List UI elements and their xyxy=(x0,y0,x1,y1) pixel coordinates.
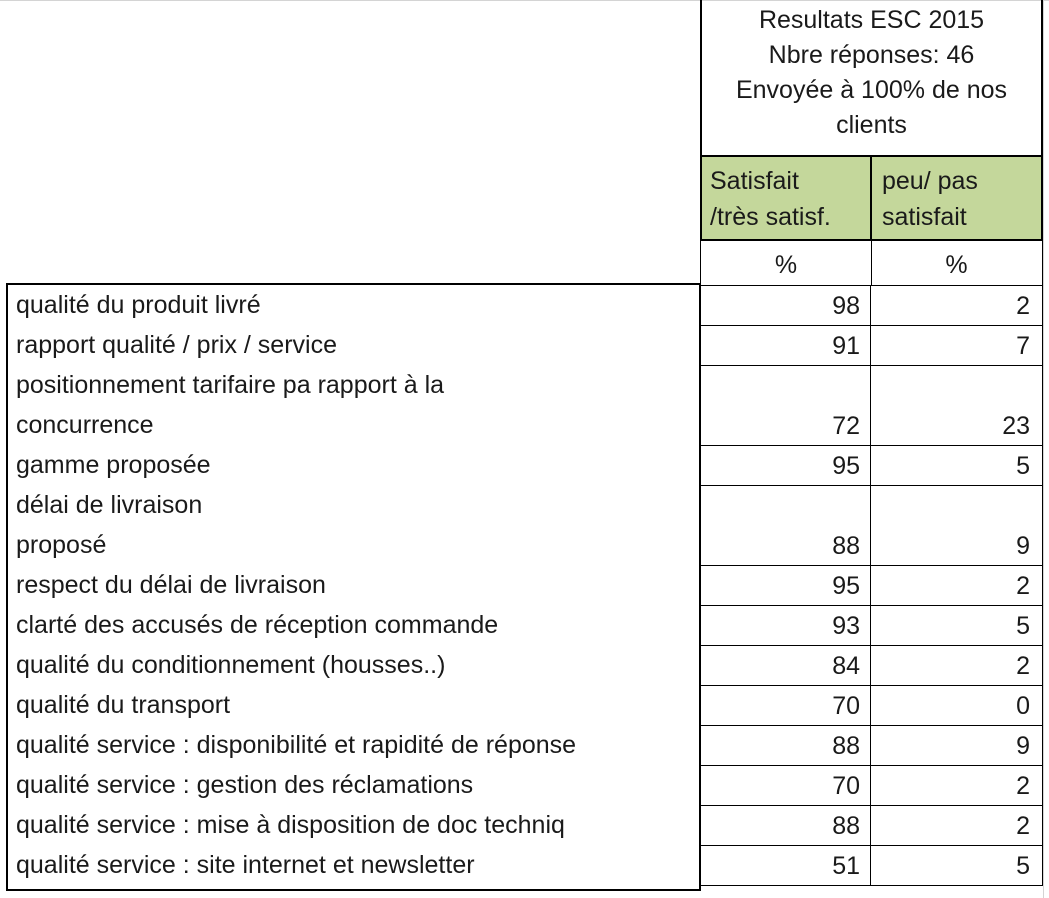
label-column-frame xyxy=(6,283,701,891)
satisfied-value: 91 xyxy=(700,325,871,366)
row-label: positionnement tarifaire pa rapport à la… xyxy=(8,365,700,445)
unsatisfied-value: 5 xyxy=(870,605,1043,646)
column-header-line: satisfait xyxy=(882,203,967,231)
unsatisfied-value: 2 xyxy=(870,285,1043,326)
unsatisfied-value: 7 xyxy=(870,325,1043,366)
satisfied-value: 51 xyxy=(700,845,871,886)
satisfied-value: 70 xyxy=(700,765,871,806)
row-label-text: qualité service : disponibilité et rapid… xyxy=(16,731,577,759)
row-label: qualité du transport xyxy=(8,685,700,725)
header-block: Resultats ESC 2015 Nbre réponses: 46 Env… xyxy=(700,0,1043,157)
row-label-text: qualité service : site internet et newsl… xyxy=(16,851,475,879)
unsatisfied-value: 0 xyxy=(870,685,1043,726)
survey-title: Resultats ESC 2015 xyxy=(758,6,985,34)
column-header-satisfied: Satisfait /très satisf. xyxy=(700,155,872,241)
row-label-text: qualité service : gestion des réclamatio… xyxy=(16,771,474,799)
row-label-text: qualité du conditionnement (housses..) xyxy=(16,651,446,679)
gridline xyxy=(0,0,1049,1)
unit-unsatisfied: % xyxy=(871,241,1043,285)
unsatisfied-value: 5 xyxy=(870,845,1043,886)
row-label: respect du délai de livraison xyxy=(8,565,700,605)
row-label: qualité service : mise à disposition de … xyxy=(8,805,700,845)
column-header-line: peu/ pas xyxy=(882,167,978,195)
row-label-text: positionnement tarifaire pa rapport à la xyxy=(16,371,445,399)
row-label-text: respect du délai de livraison xyxy=(16,571,326,599)
row-label: qualité du produit livré xyxy=(8,285,700,325)
satisfied-value: 95 xyxy=(700,565,871,606)
unsatisfied-value: 2 xyxy=(870,645,1043,686)
unsatisfied-value: 23 xyxy=(870,365,1043,446)
unsatisfied-value: 2 xyxy=(870,805,1043,846)
column-header-unsatisfied: peu/ pas satisfait xyxy=(870,155,1043,241)
unsatisfied-value: 2 xyxy=(870,565,1043,606)
row-label-text: qualité du transport xyxy=(16,691,231,719)
row-label: gamme proposée xyxy=(8,445,700,485)
column-header-line: Satisfait xyxy=(710,167,799,195)
gridline xyxy=(1043,0,1044,898)
satisfied-value: 95 xyxy=(700,445,871,486)
satisfied-value: 70 xyxy=(700,685,871,726)
row-label-text: délai de livraison xyxy=(16,491,203,519)
sent-info-line2: clients xyxy=(836,111,907,139)
row-label: qualité service : disponibilité et rapid… xyxy=(8,725,700,765)
satisfied-value: 98 xyxy=(700,285,871,326)
row-label: qualité service : site internet et newsl… xyxy=(8,845,700,885)
satisfied-value: 72 xyxy=(700,365,871,446)
unsatisfied-value: 5 xyxy=(870,445,1043,486)
satisfied-value: 84 xyxy=(700,645,871,686)
row-label-text: proposé xyxy=(16,531,107,559)
row-label-text: clarté des accusés de réception commande xyxy=(16,611,499,639)
row-label-text: qualité service : mise à disposition de … xyxy=(16,811,565,839)
satisfied-value: 88 xyxy=(700,725,871,766)
row-label-text: rapport qualité / prix / service xyxy=(16,331,337,359)
row-label-text: qualité du produit livré xyxy=(16,291,261,319)
satisfied-value: 93 xyxy=(700,605,871,646)
row-label: clarté des accusés de réception commande xyxy=(8,605,700,645)
unit-satisfied: % xyxy=(700,241,872,285)
row-label-text: concurrence xyxy=(16,411,154,439)
row-label: qualité service : gestion des réclamatio… xyxy=(8,765,700,805)
satisfied-value: 88 xyxy=(700,805,871,846)
unsatisfied-value: 9 xyxy=(870,485,1043,566)
row-label: rapport qualité / prix / service xyxy=(8,325,700,365)
response-count: Nbre réponses: 46 xyxy=(768,41,975,69)
unsatisfied-value: 2 xyxy=(870,765,1043,806)
sent-info-line1: Envoyée à 100% de nos xyxy=(735,76,1008,104)
row-label: qualité du conditionnement (housses..) xyxy=(8,645,700,685)
satisfied-value: 88 xyxy=(700,485,871,566)
column-header-line: /très satisf. xyxy=(710,203,831,231)
row-label-text: gamme proposée xyxy=(16,451,211,479)
row-label: délai de livraison proposé xyxy=(8,485,700,565)
unsatisfied-value: 9 xyxy=(870,725,1043,766)
